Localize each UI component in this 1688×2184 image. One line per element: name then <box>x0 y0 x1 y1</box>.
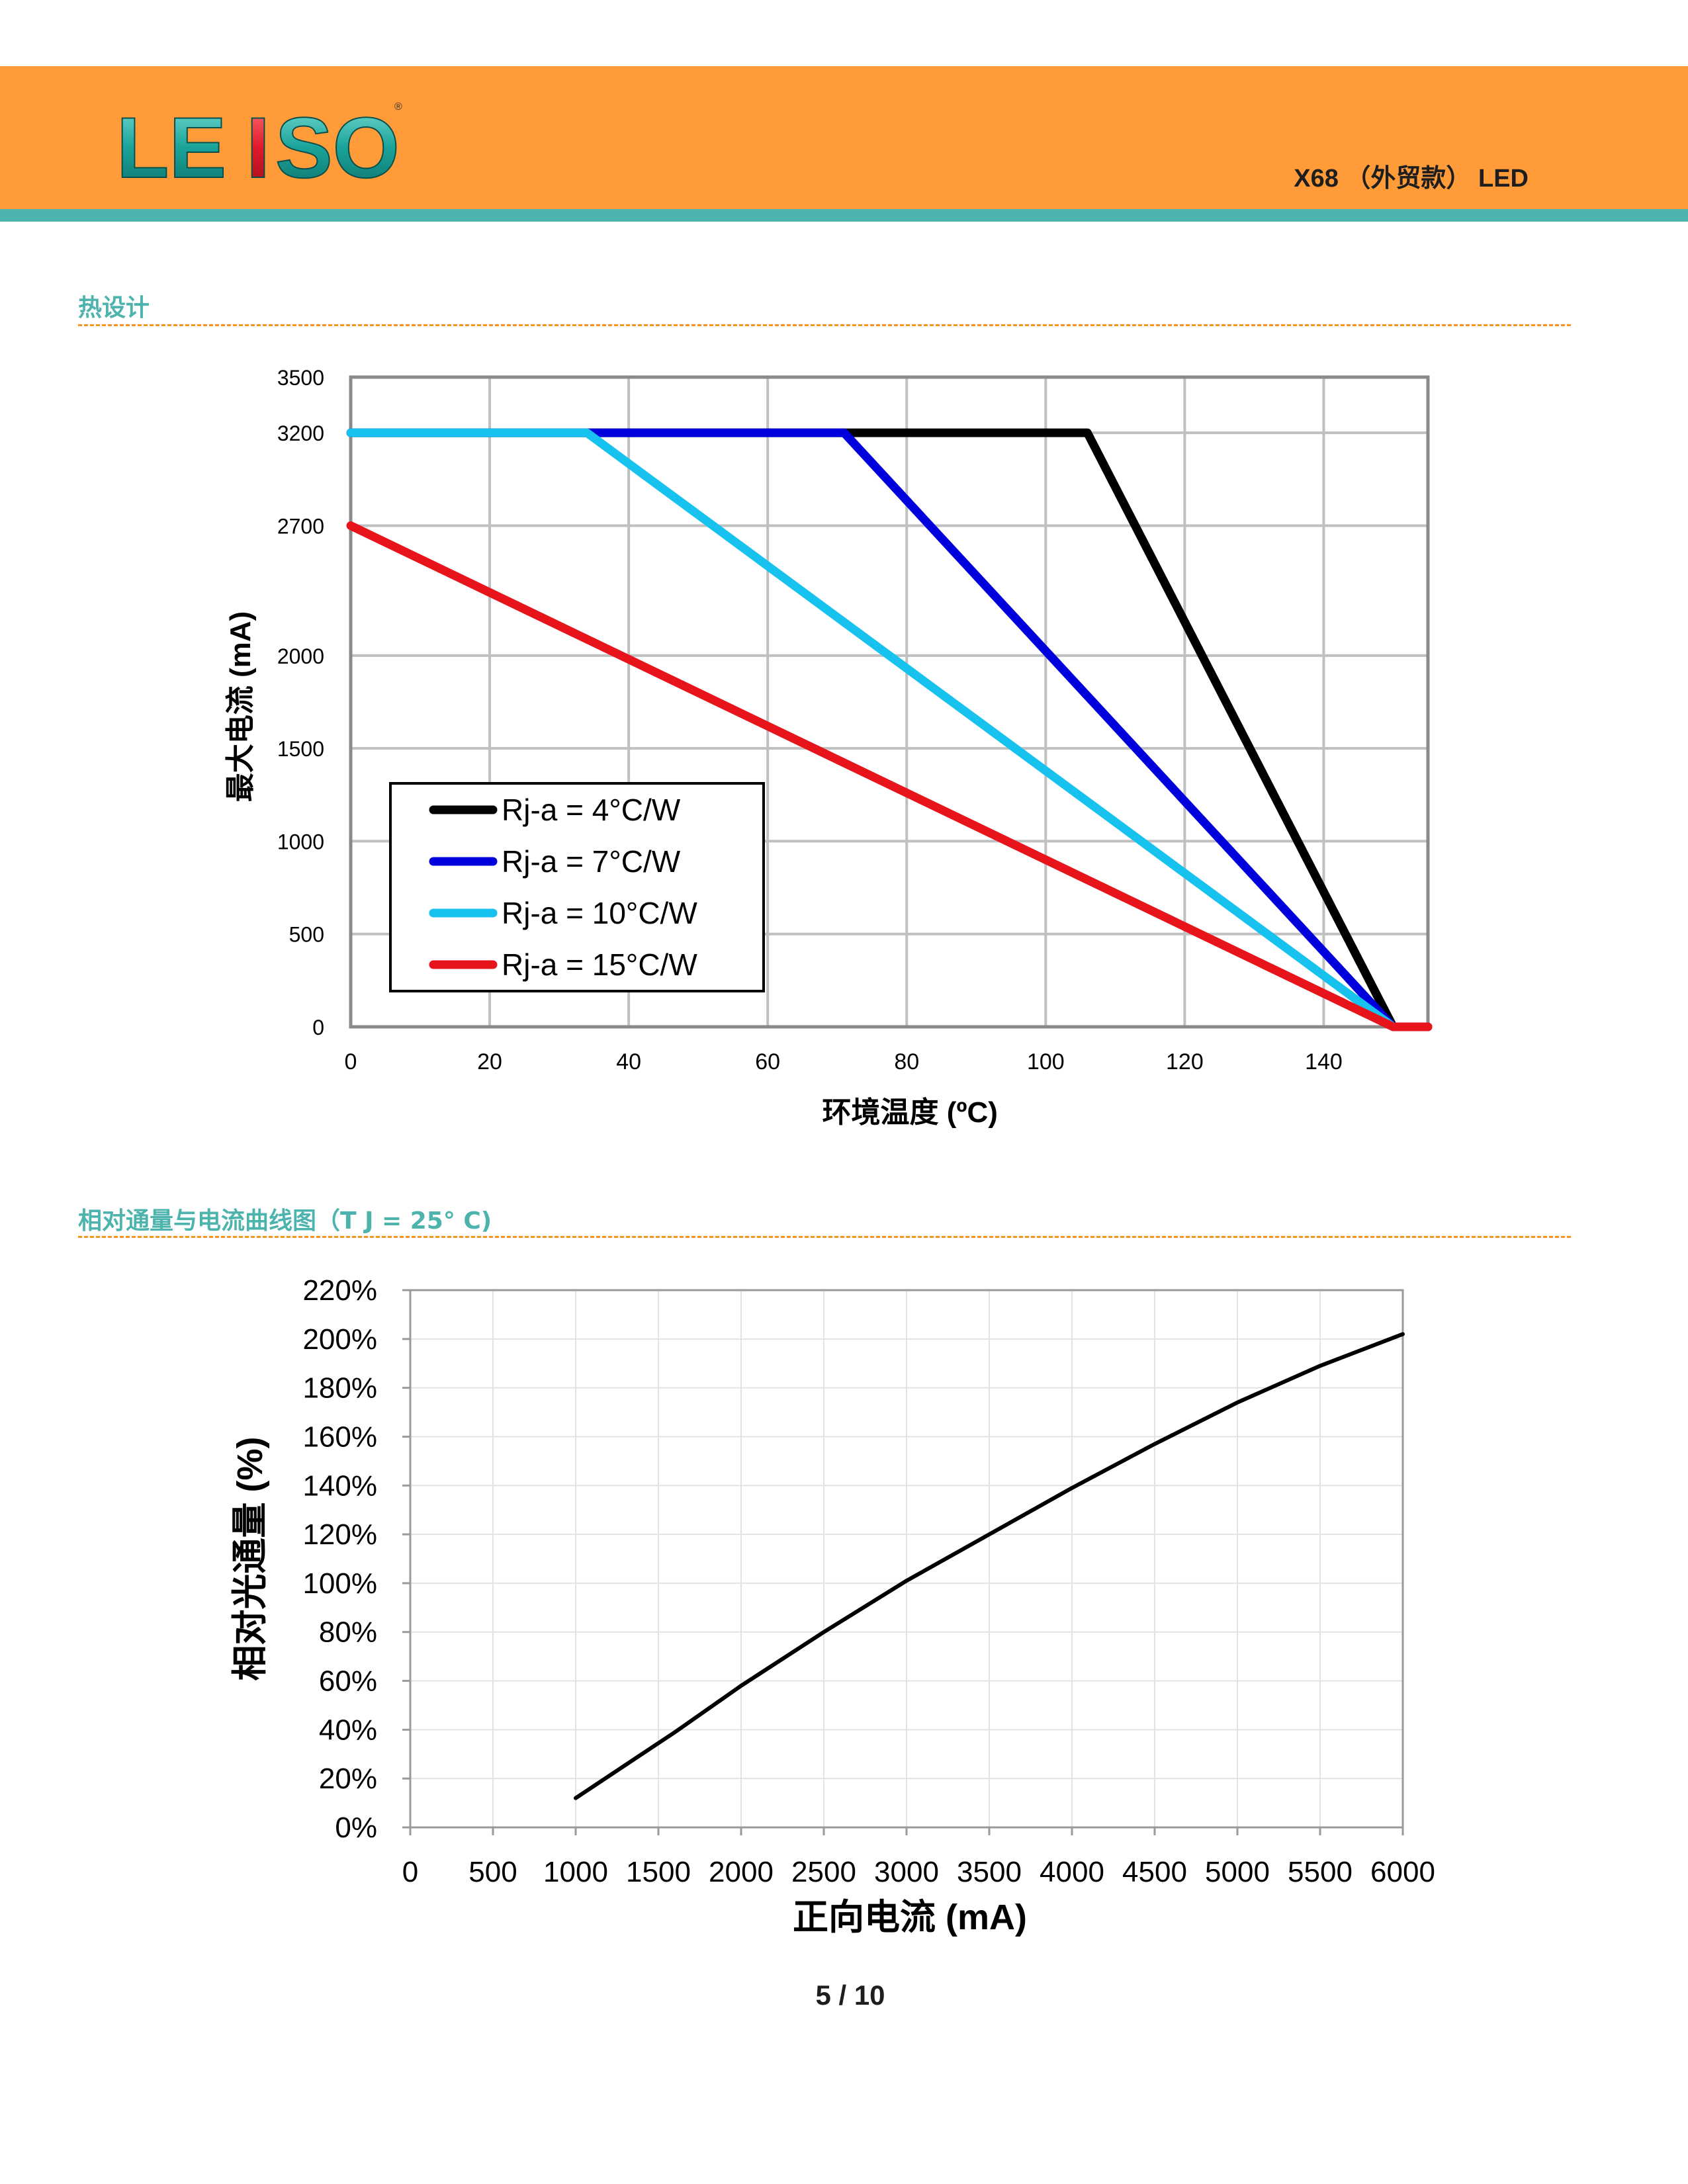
legend-label: Rj-a = 4°C/W <box>502 793 681 827</box>
section-divider <box>78 324 1571 326</box>
header-stripe <box>0 209 1688 222</box>
y-tick-label: 500 <box>289 923 324 947</box>
section-title-flux: 相对通量与电流曲线图（T J = 25° C) <box>78 1207 492 1235</box>
x-tick-label: 5500 <box>1288 1856 1353 1888</box>
x-tick-label: 20 <box>477 1049 502 1074</box>
x-tick-label: 4500 <box>1122 1856 1187 1888</box>
x-tick-label: 500 <box>468 1856 517 1888</box>
x-tick-label: 4000 <box>1040 1856 1104 1888</box>
svg-text:I: I <box>246 99 270 192</box>
y-tick-label: 2000 <box>277 644 324 668</box>
y-tick-label: 60% <box>319 1665 377 1698</box>
x-tick-label: 0 <box>402 1856 418 1888</box>
registered-mark: ® <box>394 101 402 112</box>
y-axis-title: 最大电流 (mA) <box>224 611 257 802</box>
x-tick-label: 60 <box>755 1049 780 1074</box>
legend-label: Rj-a = 15°C/W <box>502 947 697 982</box>
y-tick-label: 120% <box>302 1518 377 1551</box>
svg-text:LE: LE <box>116 99 226 192</box>
y-tick-label: 100% <box>302 1567 377 1600</box>
y-tick-label: 0 <box>312 1016 324 1039</box>
y-tick-label: 2700 <box>277 514 324 538</box>
header-band <box>0 66 1688 209</box>
x-tick-label: 1500 <box>626 1856 691 1888</box>
thermal-derating-chart: 0 500 1000 1500 2000 2700 3200 3500 0 20 40 60 80 100… <box>224 366 1433 1129</box>
x-tick-label: 140 <box>1305 1049 1343 1074</box>
section-divider <box>78 1236 1571 1238</box>
legend-box <box>389 782 765 992</box>
y-tick-label: 220% <box>302 1274 377 1307</box>
series-line-1 <box>574 1332 1405 1800</box>
y-tick-label: 160% <box>302 1420 377 1453</box>
svg-text:SO: SO <box>275 99 400 192</box>
legend-label: Rj-a = 10°C/W <box>502 896 697 930</box>
y-tick-label: 40% <box>319 1714 377 1746</box>
y-tick-label: 3200 <box>277 421 324 445</box>
x-tick-label: 0 <box>345 1049 357 1074</box>
y-tick-label: 20% <box>319 1763 377 1795</box>
relative-flux-chart: 0% 20% 40% 60% 80% 100% 120% 140% 160% 180% 200% 22… <box>230 1274 1435 1937</box>
plot-border <box>349 375 1430 1029</box>
y-tick-label: 3500 <box>277 366 324 390</box>
x-tick-label: 80 <box>894 1049 919 1074</box>
x-tick-label: 3000 <box>874 1856 939 1888</box>
legend-label: Rj-a = 7°C/W <box>502 844 681 879</box>
y-tick-label: 1000 <box>277 830 324 853</box>
logo-graphic: LE I SO ® <box>116 99 402 197</box>
x-tick-label: 100 <box>1027 1049 1065 1074</box>
leiso-logo: LE I SO ® <box>116 93 408 197</box>
x-tick-label: 3500 <box>957 1856 1022 1888</box>
y-tick-label: 200% <box>302 1323 377 1356</box>
x-tick-label: 1000 <box>543 1856 608 1888</box>
x-tick-label: 5000 <box>1205 1856 1270 1888</box>
document-title: X68 （外贸款） LED <box>1294 165 1529 193</box>
y-tick-label: 180% <box>302 1372 377 1405</box>
x-axis-title: 环境温度 (ºC) <box>822 1096 998 1129</box>
y-tick-label: 80% <box>319 1616 377 1649</box>
x-tick-label: 6000 <box>1370 1856 1435 1888</box>
x-tick-label: 2000 <box>709 1856 774 1888</box>
y-axis-title: 相对光通量 (%) <box>230 1437 270 1681</box>
series-line-4 <box>346 521 1433 1031</box>
page-number: 5 / 10 <box>815 1980 885 2011</box>
section-title-thermal: 热设计 <box>78 294 150 322</box>
chart-legend: Rj-a = 4°C/W Rj-a = 7°C/W Rj-a = 10°C/W Rj-… <box>389 782 765 992</box>
y-tick-label: 0% <box>335 1812 377 1844</box>
x-tick-label: 40 <box>616 1049 641 1074</box>
x-axis-title: 正向电流 (mA) <box>793 1898 1027 1937</box>
x-tick-label: 120 <box>1166 1049 1204 1074</box>
x-tick-label: 2500 <box>791 1856 856 1888</box>
series-line-3 <box>346 428 1398 1031</box>
y-tick-label: 1500 <box>277 737 324 761</box>
y-tick-label: 140% <box>302 1469 377 1502</box>
